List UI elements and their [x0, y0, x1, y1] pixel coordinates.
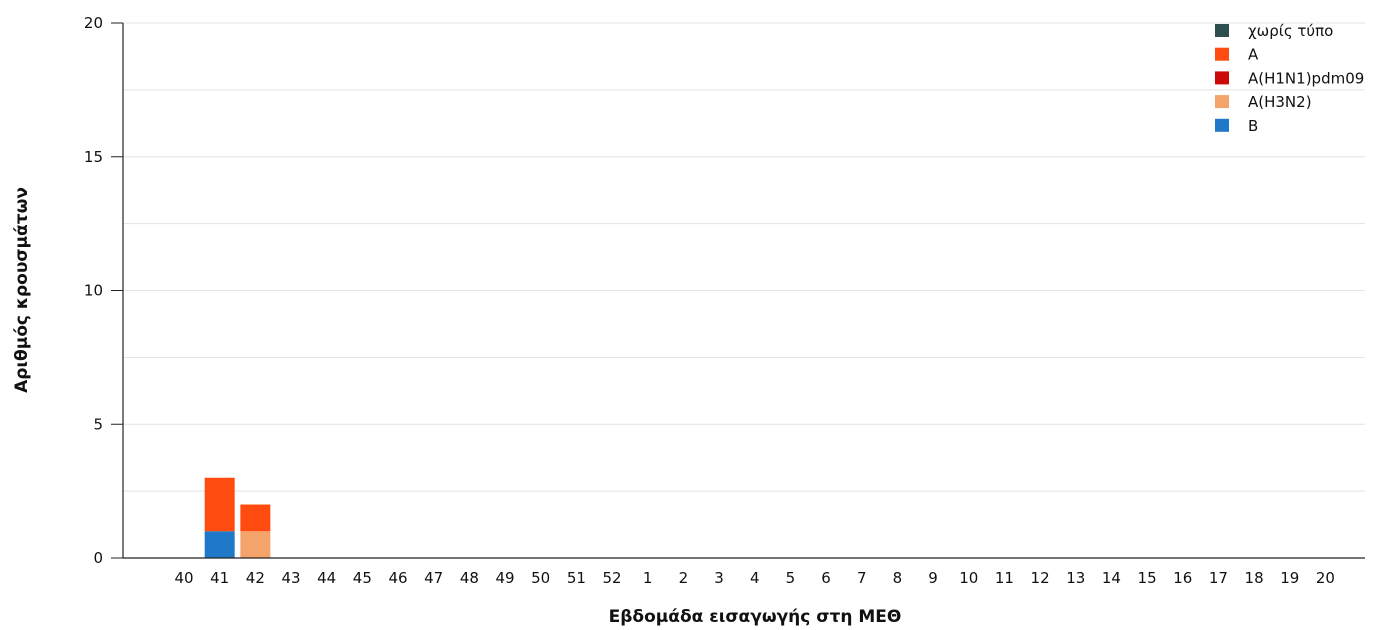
x-tick-label: 20 [1316, 569, 1335, 587]
x-tick-label: 47 [424, 569, 443, 587]
y-axis-ticks: 0 5 10 15 20 [84, 14, 123, 567]
bars [204, 477, 271, 558]
x-tick-label: 41 [210, 569, 229, 587]
legend-swatch [1215, 24, 1229, 37]
x-tick-label: 52 [602, 569, 621, 587]
y-tick-label: 20 [84, 14, 103, 32]
bar-segment [204, 531, 235, 558]
bar-segment [240, 504, 271, 532]
x-tick-label: 45 [353, 569, 372, 587]
x-tick-label: 6 [821, 569, 831, 587]
legend-swatch [1215, 71, 1229, 85]
x-tick-label: 13 [1066, 569, 1085, 587]
x-tick-label: 10 [959, 569, 978, 587]
y-axis-title: Αριθμός κρουσμάτων [12, 187, 32, 393]
y-tick-label: 15 [84, 148, 103, 166]
bar-segment [240, 531, 271, 558]
x-tick-label: 8 [893, 569, 903, 587]
x-tick-label: 17 [1209, 569, 1228, 587]
legend-label: χωρίς τύπο [1248, 22, 1333, 40]
x-tick-label: 40 [174, 569, 193, 587]
y-tick-label: 0 [93, 549, 103, 567]
x-tick-label: 42 [246, 569, 265, 587]
x-tick-label: 3 [714, 569, 724, 587]
x-tick-label: 9 [928, 569, 938, 587]
x-tick-label: 12 [1031, 569, 1050, 587]
x-tick-label: 4 [750, 569, 760, 587]
legend-label: A(H3N2) [1248, 93, 1312, 111]
x-tick-label: 14 [1102, 569, 1121, 587]
x-axis-ticks: 40 41 42 43 44 45 46 47 48 49 50 51 52 1 2 3 4 5 6 7 8 9 10 11 1… [174, 569, 1335, 587]
x-tick-label: 2 [679, 569, 689, 587]
y-tick-label: 10 [84, 282, 103, 300]
bar-segment [204, 477, 235, 532]
x-tick-label: 46 [388, 569, 407, 587]
x-tick-label: 7 [857, 569, 867, 587]
grid-lines [123, 22, 1365, 492]
x-tick-label: 44 [317, 569, 336, 587]
legend: χωρίς τύπο A A(H1N1)pdm09 A(H3N2) B [1215, 22, 1364, 135]
x-tick-label: 5 [786, 569, 796, 587]
x-tick-label: 18 [1245, 569, 1264, 587]
x-axis-title: Εβδομάδα εισαγωγής στη ΜΕΘ [609, 607, 902, 627]
legend-swatch [1215, 95, 1229, 109]
x-tick-label: 19 [1280, 569, 1299, 587]
legend-label: B [1248, 117, 1258, 135]
legend-swatch [1215, 118, 1229, 132]
x-tick-label: 43 [281, 569, 300, 587]
x-tick-label: 11 [995, 569, 1014, 587]
x-tick-label: 51 [567, 569, 586, 587]
x-tick-label: 1 [643, 569, 653, 587]
x-tick-label: 49 [495, 569, 514, 587]
x-tick-label: 48 [460, 569, 479, 587]
legend-label: A(H1N1)pdm09 [1248, 69, 1364, 87]
x-tick-label: 16 [1173, 569, 1192, 587]
x-tick-label: 15 [1138, 569, 1157, 587]
x-tick-label: 50 [531, 569, 550, 587]
y-tick-label: 5 [93, 415, 103, 433]
legend-label: A [1248, 46, 1259, 64]
legend-swatch [1215, 47, 1229, 61]
